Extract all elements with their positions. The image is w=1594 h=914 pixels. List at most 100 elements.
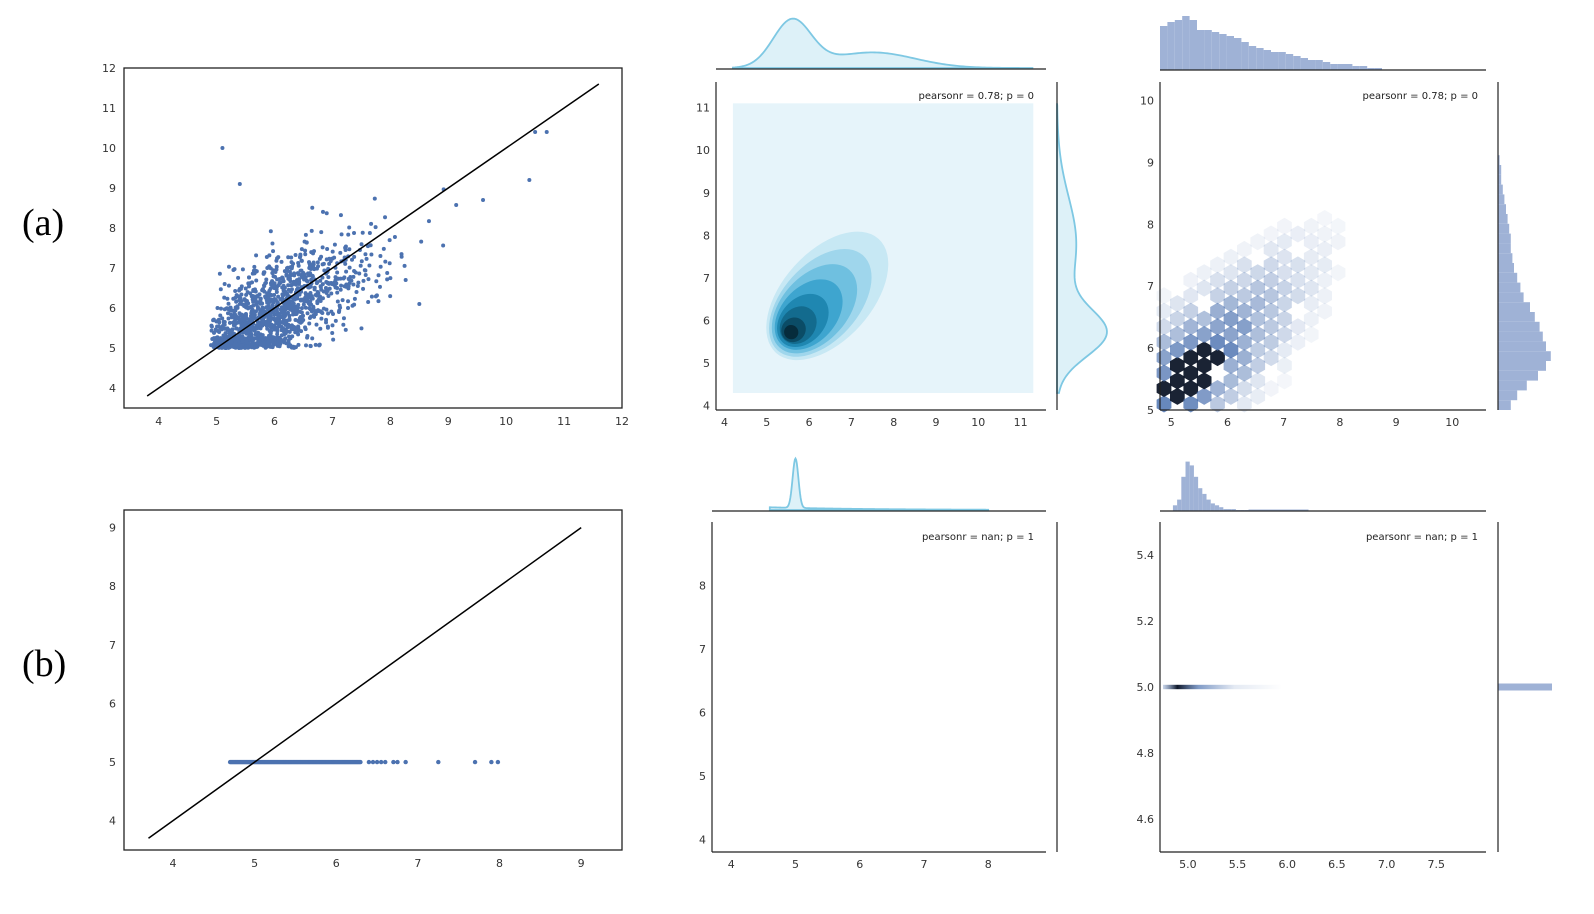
hexbin-cell	[1263, 256, 1279, 274]
scatter-point	[343, 247, 348, 252]
scatter-point	[388, 276, 393, 281]
hexbin-cell	[1223, 279, 1239, 297]
scatter-point	[333, 281, 338, 286]
scatter-point	[363, 272, 368, 277]
hist-bar	[1498, 361, 1546, 371]
hexbin-cell	[1303, 217, 1319, 235]
scatter-point	[324, 211, 329, 216]
hexbin-cell	[1290, 318, 1306, 336]
scatter-point	[325, 246, 330, 251]
scatter-point	[251, 268, 256, 273]
scatter-point	[304, 292, 309, 297]
hexbin-cell	[1317, 256, 1332, 274]
scatter-point	[289, 260, 294, 265]
hist-bar	[1322, 62, 1331, 70]
scatter-point	[338, 305, 343, 310]
panel-a-kde: pearsonr = 0.78; p = 0 4 5 6 7 8 9 10 11 4 5 6 7 8 9 10…	[696, 17, 1108, 429]
scatter-point	[383, 759, 388, 765]
x-tick-label: 5	[792, 858, 799, 871]
scatter-point	[319, 230, 324, 235]
scatter-point	[296, 324, 301, 329]
hexbin-cell	[1317, 302, 1332, 320]
scatter-point	[387, 261, 392, 266]
scatter-point	[228, 305, 233, 310]
hist-bar	[1278, 52, 1286, 70]
hexbin-cell	[1330, 233, 1346, 251]
scatter-point	[315, 260, 320, 265]
top-marginal-kde	[768, 456, 990, 511]
scatter-point	[250, 339, 255, 344]
hexbin-cell	[1196, 356, 1212, 374]
hist-bar	[1374, 68, 1382, 70]
hist-bar	[1498, 214, 1508, 224]
hist-bar	[1498, 155, 1500, 165]
scatter-point	[270, 345, 275, 350]
scatter-point	[217, 271, 222, 276]
scatter-point	[277, 322, 282, 327]
scatter-point	[333, 318, 338, 323]
scatter-point	[361, 278, 366, 283]
hist-bar	[1498, 194, 1505, 205]
hexbin-cell	[1183, 318, 1199, 336]
scatter-point	[354, 289, 359, 294]
scatter-point	[253, 298, 258, 303]
hist-bar	[1315, 60, 1323, 70]
scatter-point	[305, 279, 310, 284]
hexbin-cell	[1223, 326, 1239, 343]
scatter-point	[271, 269, 276, 274]
scatter-point	[220, 316, 225, 321]
hist-bar	[1498, 272, 1518, 283]
scatter-point	[304, 343, 309, 348]
scatter-point	[352, 296, 357, 301]
hist-bar	[1498, 321, 1540, 332]
scatter-point	[296, 261, 301, 266]
hexbin-cell	[1277, 326, 1292, 343]
scatter-point	[358, 759, 363, 765]
scatter-point	[325, 324, 330, 329]
scatter-point	[234, 326, 239, 331]
y-tick-label: 7	[699, 643, 706, 656]
scatter-point	[369, 252, 374, 257]
x-tick-label: 9	[1393, 416, 1400, 429]
scatter-point	[288, 324, 293, 329]
scatter-point	[324, 290, 329, 295]
hexbin-cell	[1183, 333, 1199, 351]
scatter-point	[268, 229, 273, 234]
scatter-point	[309, 277, 314, 282]
scatter-point	[242, 336, 247, 341]
scatter-points	[227, 759, 501, 765]
hexbin-cell	[1277, 356, 1292, 374]
scatter-point	[214, 319, 219, 324]
hexbin-cell	[1277, 264, 1292, 282]
scatter-point	[305, 333, 310, 338]
hexbin-cell	[1210, 380, 1225, 397]
scatter-point	[281, 326, 286, 331]
scatter-point	[454, 202, 459, 207]
hexbin-cell	[1330, 264, 1346, 282]
scatter-point	[319, 310, 324, 315]
scatter-point	[291, 296, 296, 301]
scatter-point	[286, 255, 291, 260]
scatter-point	[336, 310, 341, 315]
scatter-point	[265, 266, 270, 271]
scatter-point	[284, 272, 289, 277]
scatter-point	[282, 312, 287, 317]
scatter-point	[221, 333, 226, 338]
hist-bar	[1189, 20, 1197, 70]
hexbin-cell	[1223, 248, 1239, 266]
hexbin-cell	[1250, 264, 1266, 282]
scatter-point	[417, 302, 422, 306]
y-tick-label: 6	[699, 706, 706, 719]
scatter-point	[318, 285, 323, 290]
hist-bar	[1498, 380, 1527, 391]
scatter-point	[374, 293, 379, 298]
scatter-point	[369, 294, 374, 299]
hexbin-cell	[1183, 349, 1199, 367]
reference-line	[148, 526, 582, 839]
scatter-point	[209, 324, 214, 329]
scatter-point	[238, 317, 243, 322]
hexbin-cell	[1303, 295, 1319, 313]
y-tick-label: 5	[109, 756, 116, 769]
y-tick-label: 8	[1147, 218, 1154, 231]
scatter-point	[347, 281, 352, 286]
